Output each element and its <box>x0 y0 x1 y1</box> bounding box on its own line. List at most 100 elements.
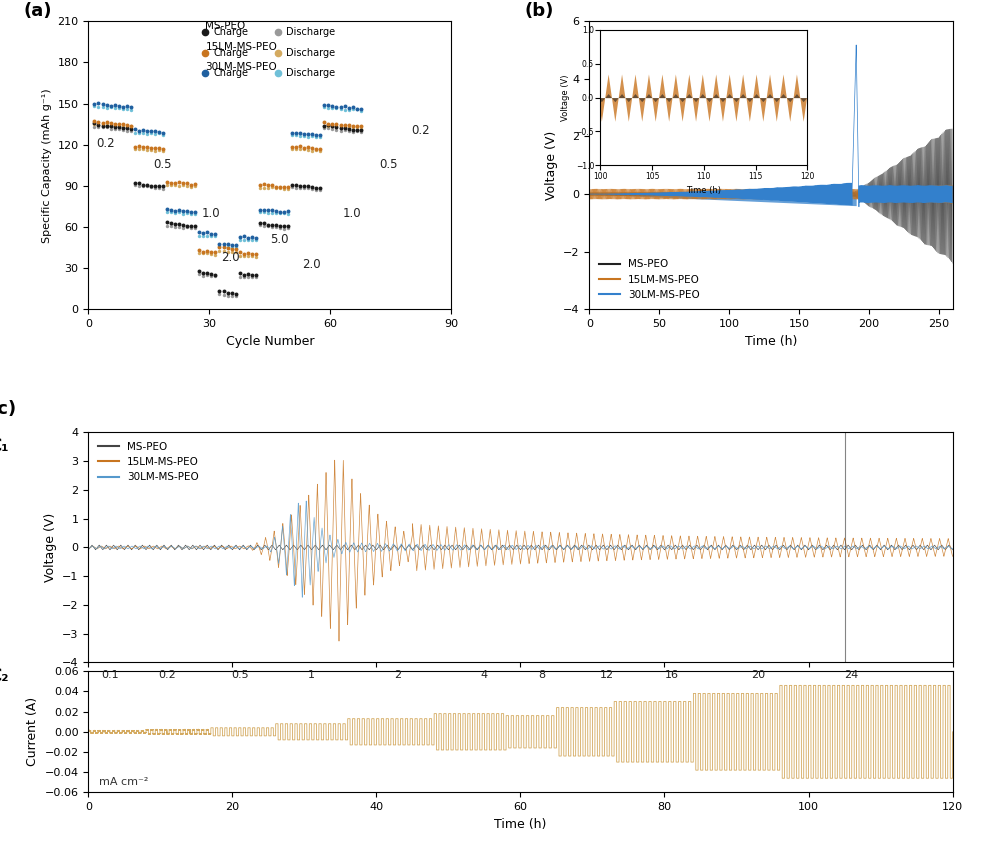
Point <box>244 233 259 246</box>
Point <box>171 179 187 193</box>
Point <box>207 245 223 259</box>
Point <box>353 102 368 116</box>
Point <box>256 203 272 216</box>
Text: 20: 20 <box>751 671 765 681</box>
Point <box>272 206 288 220</box>
Point <box>184 207 199 221</box>
Point <box>199 268 215 282</box>
Point <box>308 183 324 197</box>
Point <box>139 141 155 154</box>
Point <box>147 141 163 155</box>
Point <box>111 118 127 131</box>
Point <box>123 122 138 135</box>
Point <box>107 99 123 112</box>
Point <box>341 123 356 136</box>
Point <box>171 204 187 217</box>
Text: 0.2: 0.2 <box>159 671 177 681</box>
Point <box>353 122 368 135</box>
Point <box>180 204 195 218</box>
Point <box>304 144 320 158</box>
Point <box>341 118 356 132</box>
Point <box>308 142 324 156</box>
Point <box>151 141 167 155</box>
Point <box>111 120 127 134</box>
Point <box>341 101 356 115</box>
Point <box>203 268 219 281</box>
Point <box>280 207 296 221</box>
Text: C₂: C₂ <box>0 667 9 685</box>
Point <box>199 266 215 279</box>
Point <box>260 178 276 192</box>
Point <box>151 125 167 139</box>
Point <box>312 128 328 141</box>
Point <box>135 124 150 137</box>
Text: Discharge: Discharge <box>286 27 335 37</box>
Point <box>131 180 146 193</box>
Point <box>304 181 320 194</box>
Point <box>98 115 114 129</box>
Point <box>228 287 244 301</box>
Point <box>325 123 341 136</box>
Point <box>325 119 341 133</box>
Point <box>293 130 308 143</box>
Point <box>232 250 247 263</box>
Point <box>180 176 195 190</box>
Text: (c): (c) <box>0 400 16 418</box>
Point <box>180 219 195 233</box>
Point <box>297 181 312 195</box>
X-axis label: Time (h): Time (h) <box>494 818 547 831</box>
Point <box>159 204 175 218</box>
Point <box>353 104 368 118</box>
Text: 1: 1 <box>308 671 315 681</box>
Point <box>308 129 324 142</box>
Point <box>180 206 195 220</box>
Legend: MS-PEO, 15LM-MS-PEO, 30LM-MS-PEO: MS-PEO, 15LM-MS-PEO, 30LM-MS-PEO <box>93 438 203 486</box>
Text: 8: 8 <box>538 671 546 681</box>
Point <box>191 244 207 257</box>
Point <box>212 284 228 297</box>
Legend: MS-PEO, 15LM-MS-PEO, 30LM-MS-PEO: MS-PEO, 15LM-MS-PEO, 30LM-MS-PEO <box>595 256 704 304</box>
Point <box>333 119 349 133</box>
Point <box>264 206 280 220</box>
Point <box>107 118 123 132</box>
Text: 1.0: 1.0 <box>201 207 220 221</box>
Point <box>176 204 191 217</box>
Point <box>244 270 259 284</box>
Point <box>320 118 336 132</box>
Point <box>268 180 284 193</box>
Point <box>268 181 284 195</box>
Point <box>284 128 300 141</box>
Point <box>341 120 356 134</box>
Point <box>276 220 292 233</box>
Point <box>131 124 146 137</box>
Point <box>252 203 268 216</box>
Point <box>349 102 364 116</box>
Point <box>264 218 280 232</box>
Point <box>341 124 356 138</box>
Text: Charge: Charge <box>213 48 248 58</box>
Point <box>224 240 240 254</box>
Point <box>143 143 159 157</box>
Text: 5.0: 5.0 <box>270 233 289 246</box>
Point <box>216 240 232 254</box>
Point <box>188 178 203 192</box>
Point <box>155 144 171 158</box>
Point <box>304 128 320 141</box>
Point <box>333 101 349 115</box>
Point <box>103 122 119 135</box>
Text: Charge: Charge <box>213 68 248 78</box>
Point <box>143 181 159 194</box>
Point <box>103 119 119 133</box>
Point <box>94 116 110 130</box>
Text: 0.2: 0.2 <box>411 124 430 137</box>
Point <box>115 118 131 131</box>
Point <box>220 240 236 254</box>
Point <box>143 124 159 138</box>
Point <box>232 267 247 280</box>
Point <box>115 121 131 135</box>
Point <box>260 206 276 220</box>
Point <box>191 229 207 243</box>
Point <box>333 118 349 132</box>
Point <box>308 181 324 195</box>
Point <box>127 140 142 153</box>
